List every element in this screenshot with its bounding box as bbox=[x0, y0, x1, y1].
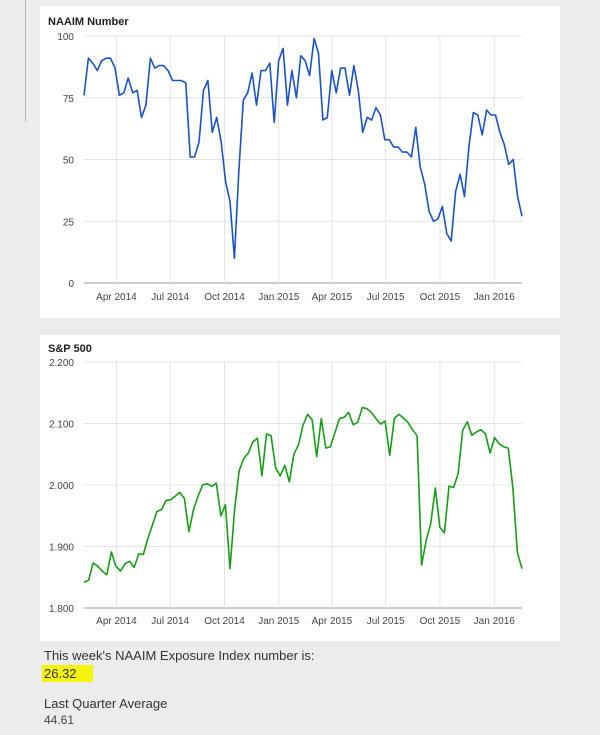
sp500-y-tick-label: 1.900 bbox=[49, 543, 74, 554]
sp500-x-tick-label: Oct 2015 bbox=[420, 616, 461, 627]
naaim-y-tick-label: 50 bbox=[63, 156, 75, 167]
sp500-y-tick-label: 2.100 bbox=[49, 420, 74, 431]
sp500-x-tick-label: Jan 2016 bbox=[474, 616, 516, 627]
weekly-index-value: 26.32 bbox=[42, 665, 93, 682]
sp500-y-tick-label: 2.000 bbox=[49, 481, 74, 492]
naaim-x-tick-label: Jul 2014 bbox=[151, 292, 189, 303]
naaim-y-tick-label: 25 bbox=[63, 217, 75, 228]
sp500-x-tick-label: Apr 2014 bbox=[96, 616, 137, 627]
sp500-chart: 1.800 1.900 2.000 2.100 2.200 Apr 2014 Jul 201… bbox=[49, 358, 523, 627]
naaim-x-tick-label: Apr 2015 bbox=[312, 292, 353, 303]
naaim-x-tick-label: Jan 2016 bbox=[474, 292, 516, 303]
left-rule bbox=[25, 0, 26, 122]
sp500-x-tick-label: Jul 2015 bbox=[367, 616, 405, 627]
quarter-average-label: Last Quarter Average bbox=[44, 696, 168, 711]
naaim-x-tick-label: Apr 2014 bbox=[96, 292, 137, 303]
sp500-chart-title: S&P 500 bbox=[48, 343, 92, 355]
sp500-series-line bbox=[83, 406, 523, 583]
naaim-x-tick-label: Oct 2014 bbox=[204, 292, 245, 303]
sp500-x-tick-label: Jul 2014 bbox=[151, 616, 189, 627]
sp500-x-tick-label: Jan 2015 bbox=[258, 616, 300, 627]
naaim-series-line bbox=[83, 37, 523, 260]
naaim-x-tick-label: Jul 2015 bbox=[367, 292, 405, 303]
sp500-y-tick-label: 1.800 bbox=[49, 604, 74, 615]
naaim-x-tick-label: Oct 2015 bbox=[420, 292, 461, 303]
sp500-x-tick-label: Oct 2014 bbox=[204, 616, 245, 627]
naaim-chart-title: NAAIM Number bbox=[48, 16, 129, 28]
naaim-y-tick-label: 75 bbox=[63, 94, 75, 105]
sp500-x-tick-label: Apr 2015 bbox=[312, 616, 353, 627]
naaim-x-tick-label: Jan 2015 bbox=[258, 292, 300, 303]
sp500-y-tick-label: 2.200 bbox=[49, 358, 74, 369]
quarter-average-value: 44.61 bbox=[44, 713, 75, 727]
weekly-index-label: This week's NAAIM Exposure Index number … bbox=[44, 648, 315, 663]
naaim-y-tick-label: 0 bbox=[68, 279, 74, 290]
sp500-chart-panel bbox=[40, 335, 560, 641]
naaim-chart: 0 25 50 75 100 Apr 2014 Jul 2014 Oct 2014 Jan 20… bbox=[57, 32, 523, 303]
naaim-y-tick-label: 100 bbox=[57, 32, 74, 43]
